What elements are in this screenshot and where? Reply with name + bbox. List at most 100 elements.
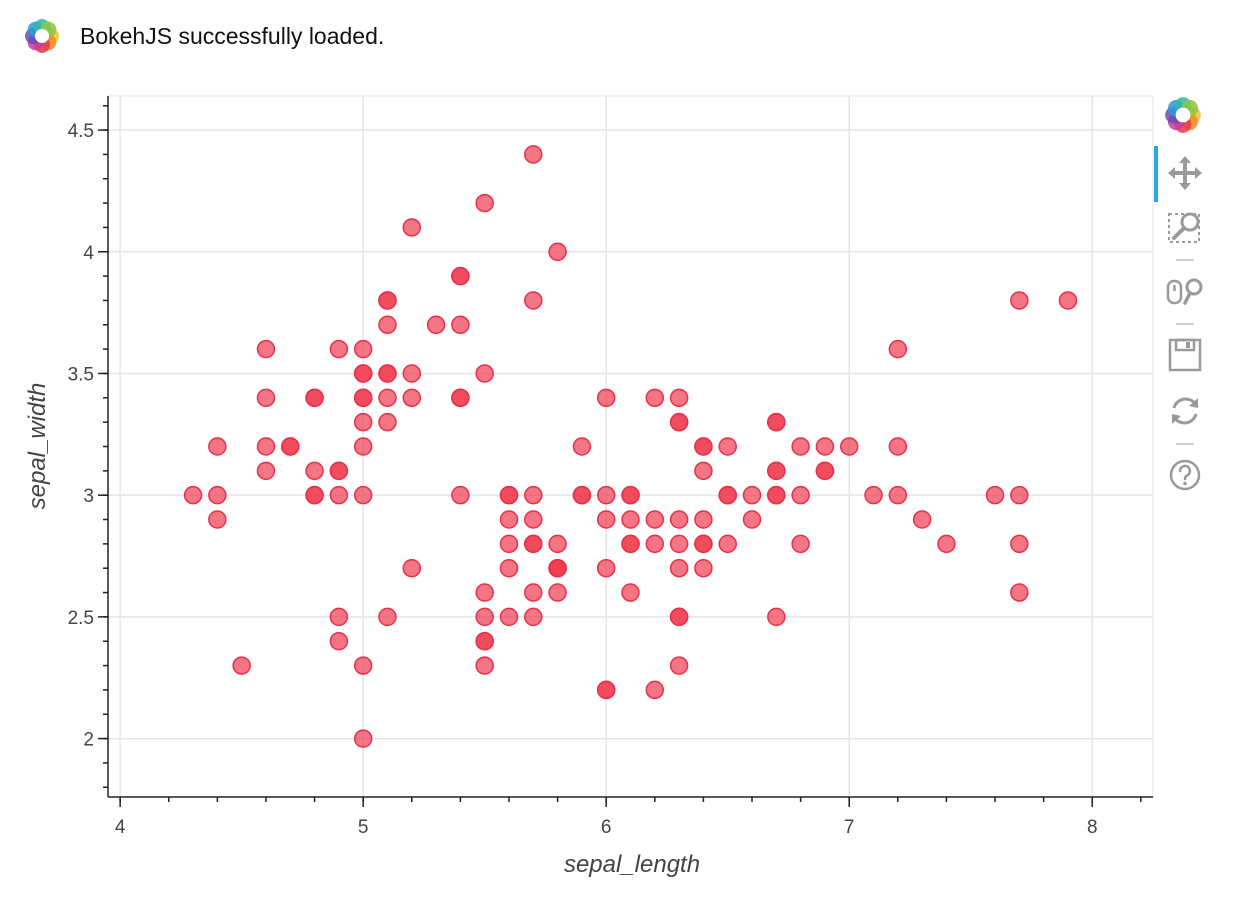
y-tick-label: 2.5 (68, 608, 94, 629)
pan-tool-button[interactable] (1164, 152, 1206, 194)
data-point (451, 485, 470, 505)
active-tool-indicator (1154, 146, 1158, 202)
reset-icon (1172, 397, 1198, 425)
data-point (353, 437, 373, 456)
box-zoom-tool-button[interactable] (1164, 206, 1206, 248)
data-point (402, 218, 422, 237)
data-point (669, 412, 689, 432)
data-point (694, 437, 713, 456)
bokeh-logo-icon (25, 19, 59, 53)
data-point (329, 461, 349, 481)
data-point (402, 364, 422, 383)
data-point (669, 656, 689, 675)
data-point (839, 437, 859, 456)
data-point (451, 315, 470, 335)
data-point (888, 339, 908, 359)
data-point (232, 656, 251, 675)
data-point (353, 388, 373, 408)
toolbar-separator (1176, 323, 1194, 325)
box-zoom-icon (1168, 212, 1200, 243)
data-point (378, 315, 397, 335)
data-point (426, 315, 446, 335)
data-point (912, 510, 932, 529)
data-point (694, 510, 713, 529)
x-tick-label: 5 (358, 817, 369, 838)
x-tick-label: 7 (844, 817, 855, 838)
data-point (475, 656, 494, 675)
data-point (475, 631, 494, 651)
save-icon (1168, 338, 1202, 372)
data-point (718, 485, 737, 505)
reset-tool-button[interactable] (1164, 390, 1206, 432)
data-point (718, 437, 737, 456)
data-point (524, 145, 543, 164)
data-point (742, 510, 762, 529)
y-tick-label: 2 (83, 730, 94, 751)
data-point (353, 339, 373, 359)
data-point (572, 485, 592, 505)
help-tool-button[interactable] (1164, 454, 1206, 496)
data-point (353, 656, 373, 675)
help-icon (1169, 459, 1201, 491)
data-point (378, 412, 397, 432)
data-point (281, 437, 300, 456)
data-point (888, 437, 908, 456)
y-tick-label: 3 (83, 486, 94, 507)
data-point (791, 485, 810, 505)
data-point (1010, 485, 1029, 505)
data-point (475, 583, 494, 602)
data-point (694, 558, 713, 578)
data-point (329, 631, 349, 651)
data-point (985, 485, 1005, 505)
data-point (305, 485, 324, 505)
data-point (815, 461, 835, 481)
data-point (669, 510, 689, 529)
data-point (669, 388, 689, 408)
data-point (548, 558, 567, 578)
wheel-zoom-tool-button[interactable] (1164, 270, 1206, 312)
data-point (499, 485, 519, 505)
data-point (378, 364, 397, 383)
data-point (669, 534, 689, 554)
data-point (305, 388, 324, 408)
data-point (183, 485, 203, 505)
data-point (329, 485, 349, 505)
bokeh-logo-icon[interactable] (1162, 94, 1204, 136)
bokeh-load-banner: BokehJS successfully loaded. (22, 14, 384, 58)
data-point (499, 607, 519, 627)
data-point (767, 412, 786, 432)
data-point (791, 534, 810, 554)
data-point (791, 437, 810, 456)
data-point (548, 583, 567, 602)
data-point (669, 558, 689, 578)
x-tick-label: 8 (1087, 817, 1098, 838)
data-point (208, 437, 227, 456)
data-point (718, 534, 737, 554)
data-point (572, 437, 592, 456)
data-point (353, 412, 373, 432)
data-point (305, 461, 324, 481)
data-point (378, 388, 397, 408)
save-tool-button[interactable] (1164, 334, 1206, 376)
y-tick-label: 4 (83, 243, 94, 264)
data-point (353, 364, 373, 383)
data-point (645, 534, 665, 554)
data-point (524, 510, 543, 529)
data-point (378, 291, 397, 310)
data-point (256, 339, 276, 359)
data-point (329, 339, 349, 359)
data-point (1010, 583, 1029, 602)
data-point (378, 607, 397, 627)
data-point (402, 558, 422, 578)
data-point (499, 534, 519, 554)
data-point (548, 534, 567, 554)
banner-text: BokehJS successfully loaded. (80, 22, 385, 49)
data-point (937, 534, 956, 554)
scatter-points (183, 145, 1078, 748)
data-point (621, 510, 640, 529)
data-point (329, 607, 349, 627)
toolbar-separator (1176, 443, 1194, 445)
data-point (694, 461, 713, 481)
data-point (669, 607, 689, 627)
